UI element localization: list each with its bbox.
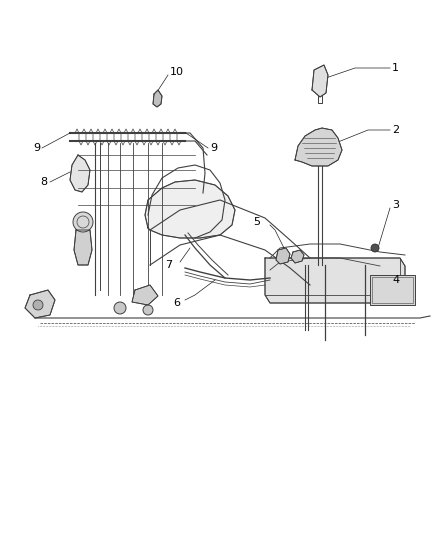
Text: 9: 9 — [210, 143, 217, 153]
Text: 2: 2 — [392, 125, 399, 135]
Polygon shape — [265, 258, 405, 303]
Circle shape — [33, 300, 43, 310]
Bar — [370, 275, 415, 305]
Polygon shape — [153, 90, 162, 107]
Polygon shape — [70, 155, 90, 192]
Polygon shape — [276, 248, 290, 264]
Text: 4: 4 — [392, 275, 399, 285]
Polygon shape — [312, 65, 328, 97]
Text: 7: 7 — [165, 260, 172, 270]
Circle shape — [73, 212, 93, 232]
Polygon shape — [291, 250, 304, 263]
Polygon shape — [25, 290, 55, 318]
Bar — [372, 277, 413, 303]
Text: 1: 1 — [392, 63, 399, 73]
Text: 9: 9 — [33, 143, 40, 153]
Polygon shape — [74, 230, 92, 265]
Text: 6: 6 — [173, 298, 180, 308]
Polygon shape — [145, 180, 235, 238]
Circle shape — [143, 305, 153, 315]
Text: 5: 5 — [253, 217, 260, 227]
Text: 8: 8 — [40, 177, 47, 187]
Circle shape — [371, 244, 379, 252]
Circle shape — [114, 302, 126, 314]
Text: 10: 10 — [170, 67, 184, 77]
Polygon shape — [132, 285, 158, 305]
Text: 3: 3 — [392, 200, 399, 210]
Polygon shape — [295, 128, 342, 166]
